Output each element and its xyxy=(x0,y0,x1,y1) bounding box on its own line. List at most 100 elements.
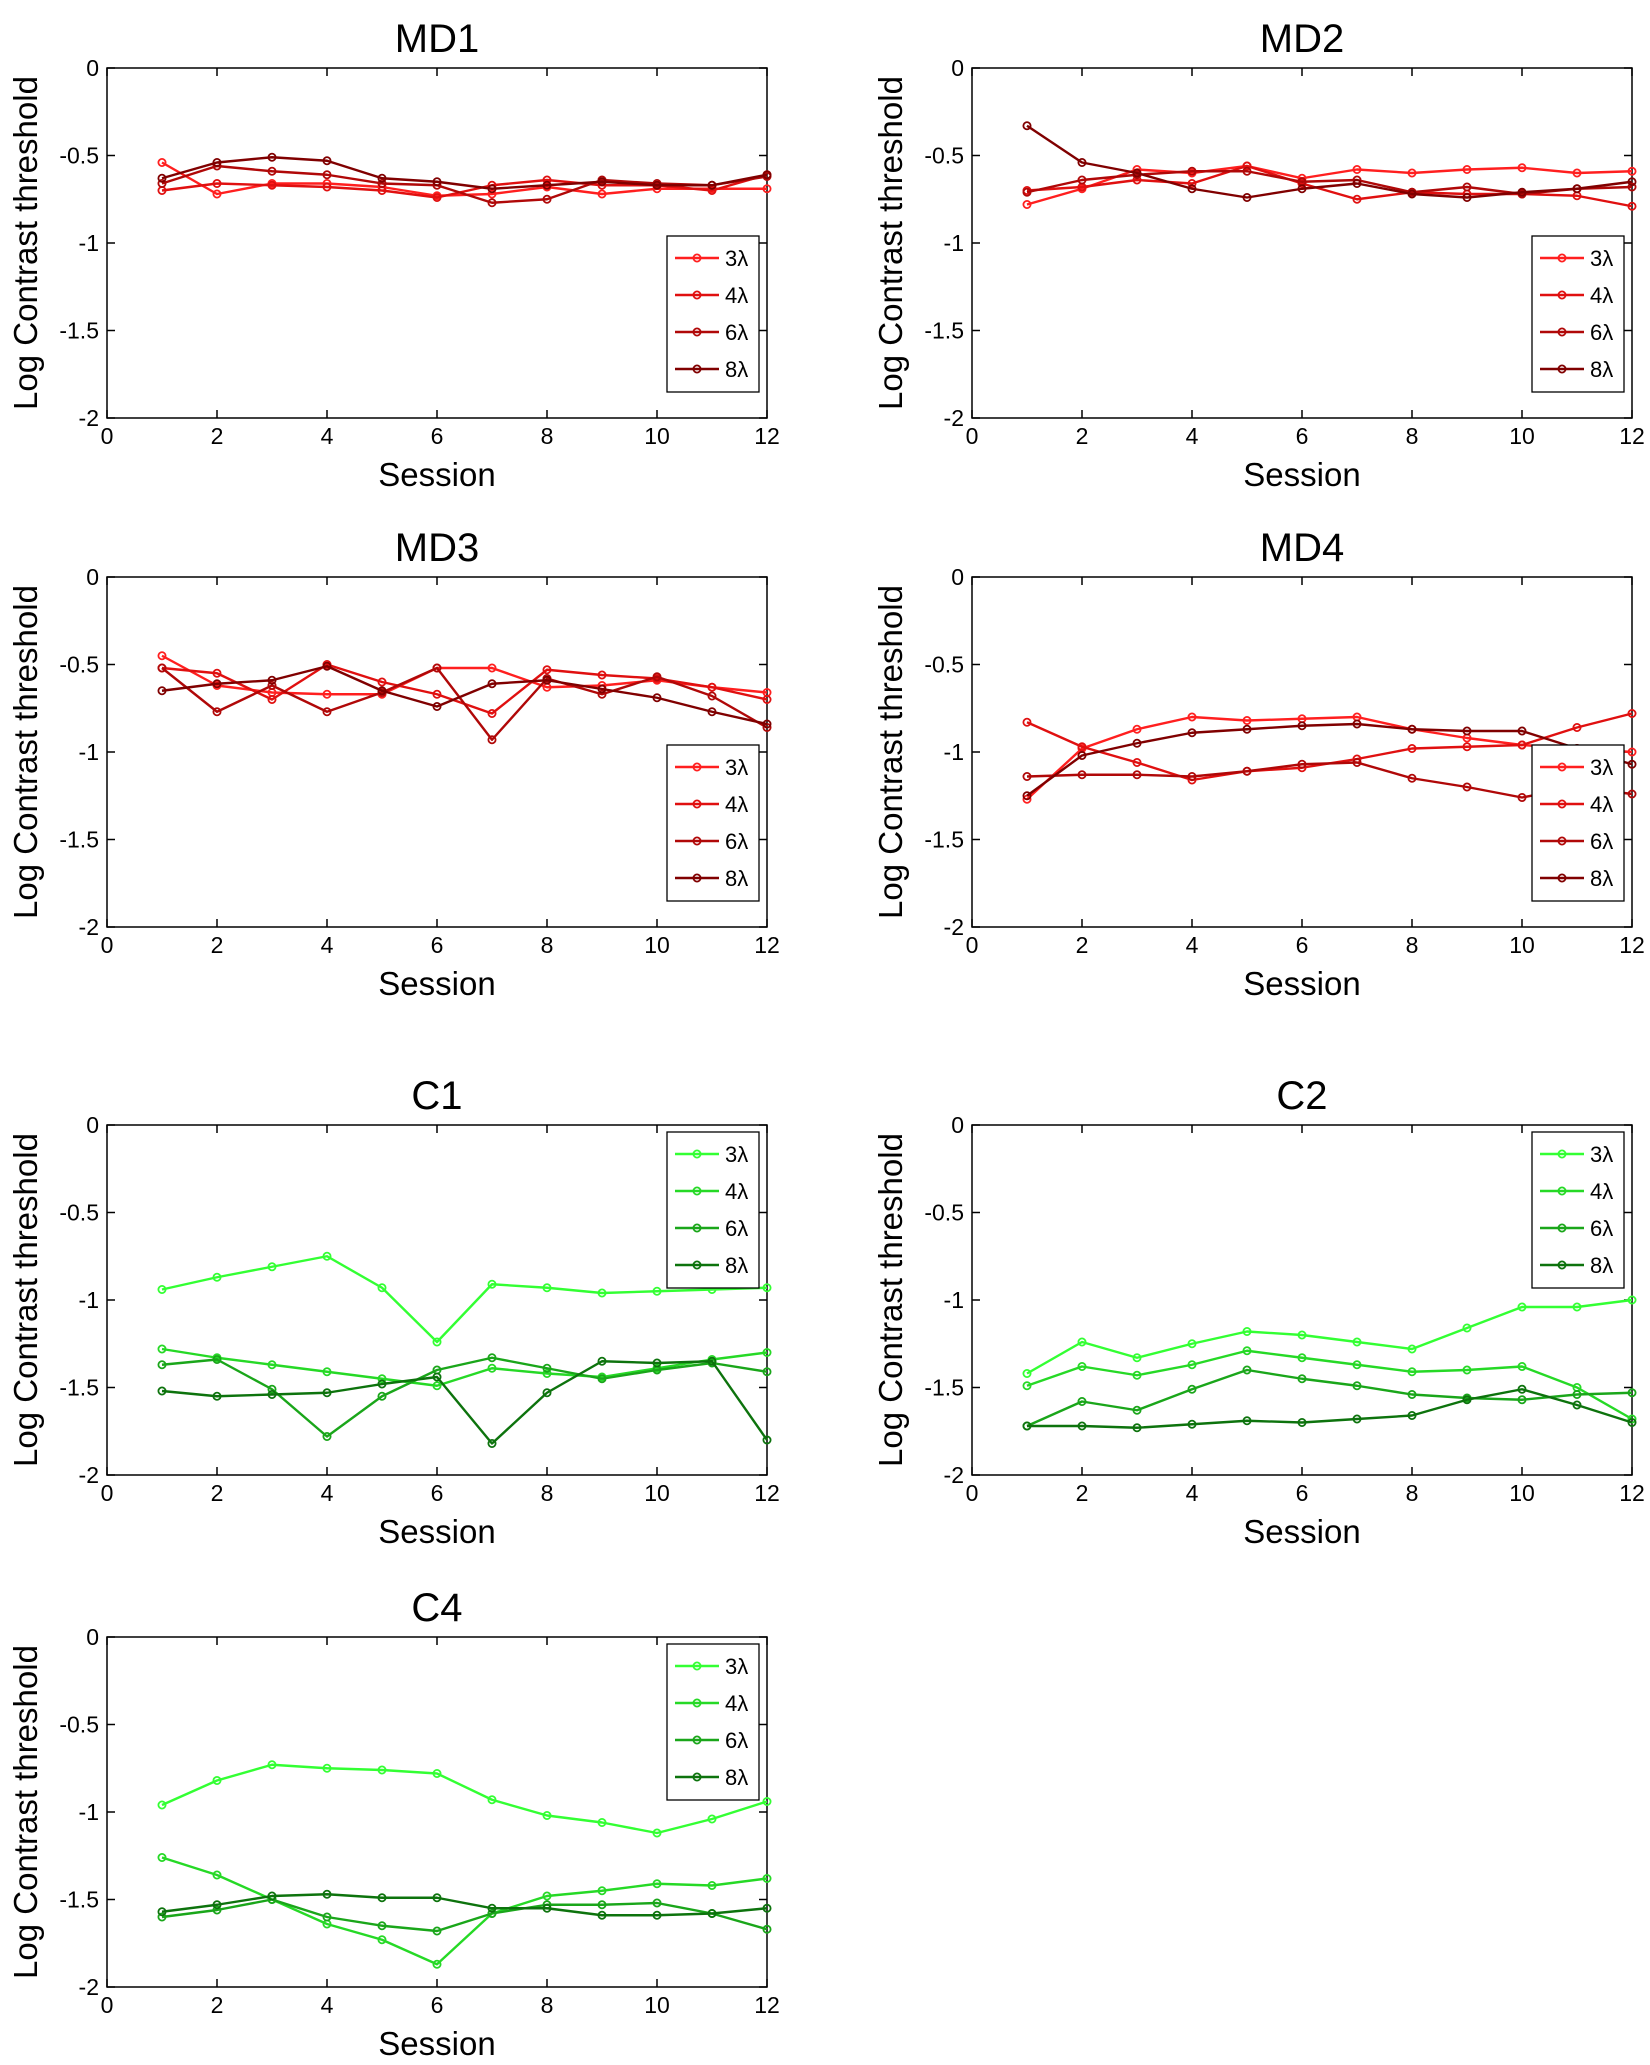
data-point xyxy=(1242,716,1252,726)
x-tick-label: 12 xyxy=(1619,423,1645,449)
x-tick-label: 6 xyxy=(431,423,444,449)
data-point xyxy=(487,184,497,194)
x-tick-label: 8 xyxy=(541,1480,554,1506)
legend-label: 6λ xyxy=(1590,829,1613,854)
x-tick-label: 10 xyxy=(644,932,670,958)
x-tick-label: 4 xyxy=(1186,1480,1199,1506)
y-tick-label: -0.5 xyxy=(59,652,99,678)
data-point xyxy=(707,707,717,717)
data-point xyxy=(1352,164,1362,174)
y-tick-label: -1 xyxy=(944,1287,964,1313)
data-point xyxy=(1627,747,1637,757)
data-point xyxy=(1242,1346,1252,1356)
legend-marker xyxy=(692,327,702,337)
data-point xyxy=(377,1283,387,1293)
data-point xyxy=(1407,168,1417,178)
data-point xyxy=(1187,772,1197,782)
legend-marker xyxy=(1557,1260,1567,1270)
y-tick-label: -2 xyxy=(944,405,964,431)
data-point xyxy=(1242,1365,1252,1375)
y-tick-label: -1 xyxy=(79,230,99,256)
x-tick-label: 8 xyxy=(1406,932,1419,958)
y-tick-label: -1.5 xyxy=(59,318,99,344)
data-point xyxy=(1407,1411,1417,1421)
data-point xyxy=(322,1432,332,1442)
legend-marker xyxy=(692,1186,702,1196)
data-point xyxy=(1407,1390,1417,1400)
axes-box xyxy=(971,1124,1633,1476)
data-point xyxy=(212,679,222,689)
data-point xyxy=(597,1900,607,1910)
data-point xyxy=(1297,1330,1307,1340)
y-axis-label: Log Contrast threshold xyxy=(7,76,44,410)
series-line-1 xyxy=(1026,164,1633,206)
data-point xyxy=(762,184,772,194)
data-point xyxy=(597,1288,607,1298)
y-tick-label: -0.5 xyxy=(924,652,964,678)
y-tick-label: 0 xyxy=(86,1112,99,1138)
chart-panel-md2: MD2 0 2 4 6 8 10 12 -2 -1.5 -1 -0.5 0 Session Log Cont… xyxy=(872,17,1645,493)
x-tick-label: 10 xyxy=(644,423,670,449)
x-tick-label: 0 xyxy=(101,1480,114,1506)
data-point xyxy=(1297,1418,1307,1428)
legend-box xyxy=(666,744,760,902)
x-tick-label: 12 xyxy=(754,1992,780,2018)
data-point xyxy=(1572,1302,1582,1312)
x-axis-label: Session xyxy=(1243,1513,1360,1550)
x-tick-label: 2 xyxy=(211,1992,224,2018)
x-tick-label: 2 xyxy=(211,932,224,958)
data-point xyxy=(1077,1421,1087,1431)
data-point xyxy=(1407,189,1417,199)
x-tick-label: 10 xyxy=(644,1480,670,1506)
data-point xyxy=(267,695,277,705)
data-point xyxy=(487,1279,497,1289)
series-line-4 xyxy=(1027,1388,1633,1429)
data-point xyxy=(322,1251,332,1261)
data-point xyxy=(267,1390,277,1400)
series-line-3 xyxy=(161,1356,768,1438)
legend-label: 3λ xyxy=(1590,246,1613,271)
data-point xyxy=(487,189,497,199)
data-point xyxy=(542,180,552,190)
legend-marker xyxy=(692,1772,702,1782)
axes-box xyxy=(106,1124,768,1476)
data-point xyxy=(377,178,387,188)
legend-label: 8λ xyxy=(1590,866,1613,891)
data-point xyxy=(1627,201,1637,211)
data-point xyxy=(212,707,222,717)
data-point xyxy=(432,1959,442,1969)
data-point xyxy=(1462,1365,1472,1375)
legend-box xyxy=(1531,235,1625,393)
chart-panel-c2: C2 0 2 4 6 8 10 12 -2 -1.5 -1 -0.5 0 Session Log Contr… xyxy=(872,1074,1645,1550)
data-point xyxy=(432,702,442,712)
data-point xyxy=(267,1360,277,1370)
data-point xyxy=(157,1360,167,1370)
legend-box xyxy=(666,1643,760,1801)
data-point xyxy=(707,180,717,190)
y-tick-label: 0 xyxy=(951,55,964,81)
x-axis-label: Session xyxy=(378,1513,495,1550)
data-point xyxy=(652,1358,662,1368)
series-line-3 xyxy=(161,164,768,204)
y-tick-label: 0 xyxy=(951,1112,964,1138)
data-point xyxy=(157,173,167,183)
legend-label: 3λ xyxy=(725,1142,748,1167)
data-point xyxy=(1187,166,1197,176)
legend-marker xyxy=(1557,799,1567,809)
data-point xyxy=(1242,766,1252,776)
data-point xyxy=(542,1388,552,1398)
data-point xyxy=(1242,1416,1252,1426)
legend-label: 8λ xyxy=(1590,357,1613,382)
data-point xyxy=(1132,1370,1142,1380)
legend-marker xyxy=(1557,1186,1567,1196)
series-line-4 xyxy=(161,156,768,190)
legend-label: 8λ xyxy=(725,866,748,891)
x-tick-label: 0 xyxy=(966,932,979,958)
x-tick-label: 2 xyxy=(1076,1480,1089,1506)
data-point xyxy=(487,1353,497,1363)
data-point xyxy=(1187,184,1197,194)
data-point xyxy=(1132,1405,1142,1415)
data-point xyxy=(322,707,332,717)
legend-marker xyxy=(692,873,702,883)
data-point xyxy=(1077,1337,1087,1347)
